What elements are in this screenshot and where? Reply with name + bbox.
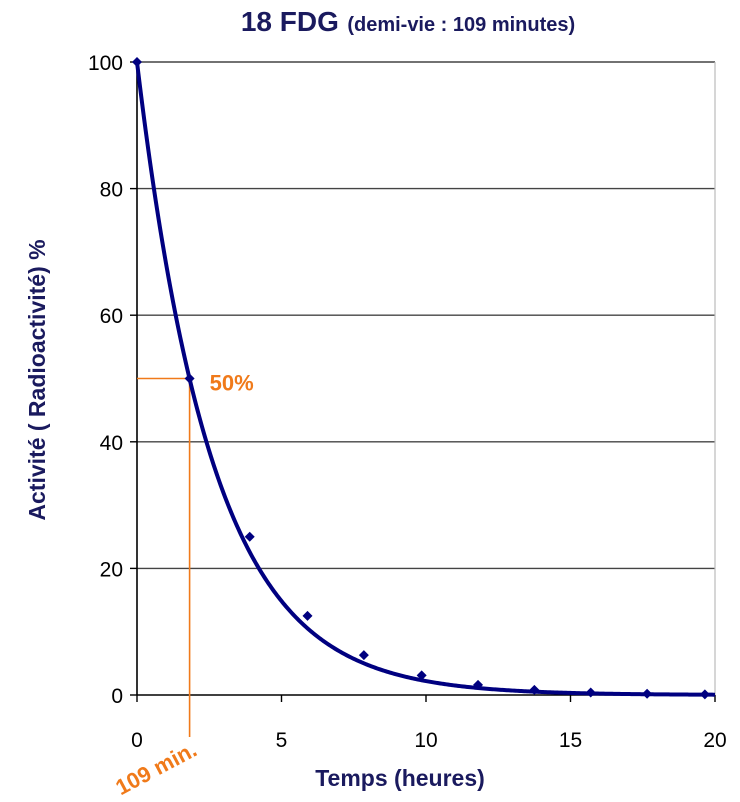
data-point-4 bbox=[358, 650, 369, 661]
half-life-percent-label: 50% bbox=[210, 371, 254, 396]
data-point-9 bbox=[642, 688, 653, 699]
chart-title: 18 FDG (demi-vie : 109 minutes) bbox=[38, 6, 740, 38]
data-point-8 bbox=[585, 687, 596, 698]
data-point-1 bbox=[184, 373, 195, 384]
x-tick-label-10: 10 bbox=[414, 729, 437, 752]
series-group bbox=[132, 57, 716, 700]
grid-lines bbox=[137, 61, 716, 695]
y-tick-label-0: 0 bbox=[111, 685, 123, 708]
decay-curve bbox=[135, 61, 716, 697]
y-tick-label-100: 100 bbox=[88, 52, 123, 75]
y-tick-label-60: 60 bbox=[100, 305, 123, 328]
y-tick-label-40: 40 bbox=[100, 432, 123, 455]
data-point-0 bbox=[132, 57, 142, 67]
x-tick-label-5: 5 bbox=[276, 729, 288, 752]
y-tick-label-80: 80 bbox=[100, 179, 123, 202]
data-point-6 bbox=[473, 679, 484, 690]
x-axis-label: Temps (heures) bbox=[315, 765, 485, 791]
data-point-10 bbox=[699, 689, 710, 700]
x-tick-label-15: 15 bbox=[559, 729, 582, 752]
chart-subtitle: (demi-vie : 109 minutes) bbox=[347, 14, 576, 36]
x-tick-label-20: 20 bbox=[703, 729, 726, 752]
half-life-time-label: 109 min. bbox=[111, 737, 200, 800]
chart-title-main: 18 FDG bbox=[240, 6, 339, 37]
data-point-3 bbox=[302, 610, 313, 621]
x-tick-label-0: 0 bbox=[131, 729, 143, 752]
data-point-5 bbox=[416, 670, 427, 681]
y-tick-label-20: 20 bbox=[100, 558, 123, 581]
data-point-2 bbox=[244, 531, 255, 542]
data-point-7 bbox=[529, 684, 540, 695]
y-axis-label: Activité ( Radioactivité) % bbox=[24, 239, 50, 520]
tick-labels: 0 20 40 60 80 100 0 5 10 15 20 bbox=[88, 52, 727, 752]
